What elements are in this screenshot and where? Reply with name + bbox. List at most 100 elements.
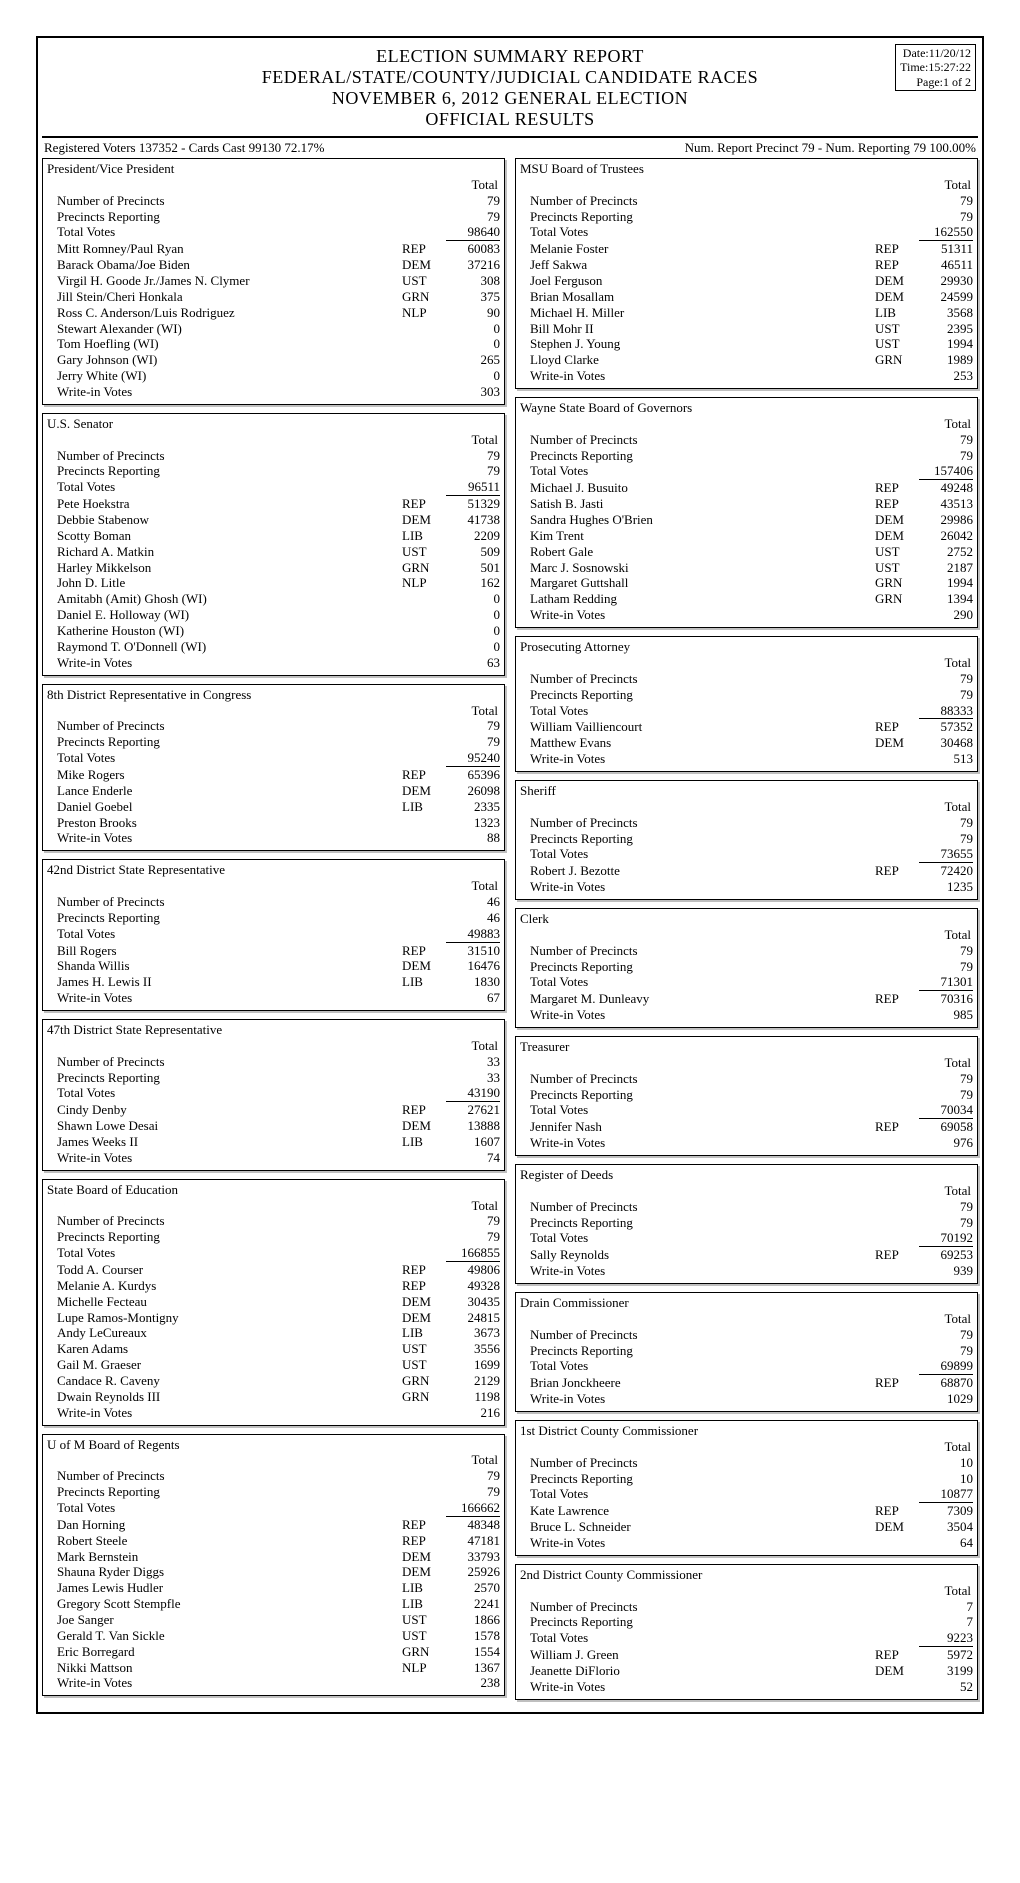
summary-row: Precincts Reporting79: [520, 448, 973, 464]
row-value: 79: [919, 1215, 973, 1231]
race-title: MSU Board of Trustees: [520, 161, 973, 177]
candidate-row: Scotty BomanLIB2209: [47, 528, 500, 544]
race-box: ClerkTotalNumber of Precincts79Precincts…: [515, 908, 978, 1028]
summary-row: Precincts Reporting79: [520, 687, 973, 703]
candidate-name: Gail M. Graeser: [47, 1357, 402, 1373]
race-box: 42nd District State RepresentativeTotalN…: [42, 859, 505, 1011]
candidate-row: Dwain Reynolds IIIGRN1198: [47, 1389, 500, 1405]
candidate-row: Raymond T. O'Donnell (WI)0: [47, 639, 500, 655]
candidate-party: DEM: [875, 273, 919, 289]
row-party: [875, 846, 919, 863]
row-label: Precincts Reporting: [520, 1614, 875, 1630]
candidate-name: Write-in Votes: [520, 1135, 875, 1151]
candidate-party: UST: [875, 336, 919, 352]
row-label: Number of Precincts: [520, 671, 875, 687]
candidate-row: Write-in Votes939: [520, 1263, 973, 1279]
row-label: Precincts Reporting: [520, 1471, 875, 1487]
row-label: Number of Precincts: [47, 894, 402, 910]
row-label: Number of Precincts: [47, 1468, 402, 1484]
candidate-name: Ross C. Anderson/Luis Rodriguez: [47, 305, 402, 321]
race-box: Prosecuting AttorneyTotalNumber of Preci…: [515, 636, 978, 772]
row-label: Precincts Reporting: [520, 687, 875, 703]
row-value: 79: [919, 193, 973, 209]
total-label: Total: [520, 177, 973, 193]
candidate-party: REP: [402, 1278, 446, 1294]
candidate-name: Shawn Lowe Desai: [47, 1118, 402, 1134]
row-value: 79: [919, 671, 973, 687]
candidate-name: William J. Green: [520, 1647, 875, 1663]
row-value: 10: [919, 1471, 973, 1487]
row-value: 79: [919, 1199, 973, 1215]
candidate-name: James Weeks II: [47, 1134, 402, 1150]
race-title: Clerk: [520, 911, 973, 927]
candidate-name: Write-in Votes: [47, 1150, 402, 1166]
candidate-party: REP: [402, 1102, 446, 1118]
candidate-party: REP: [402, 1262, 446, 1278]
row-party: [875, 815, 919, 831]
meta-page: Page:1 of 2: [900, 75, 971, 89]
candidate-votes: 67: [446, 990, 500, 1006]
candidate-votes: 1830: [446, 974, 500, 990]
row-value: 10877: [919, 1486, 973, 1503]
summary-row: Total Votes98640: [47, 224, 500, 241]
candidate-votes: 1699: [446, 1357, 500, 1373]
candidate-party: [402, 352, 446, 368]
candidate-row: Michael J. BusuitoREP49248: [520, 480, 973, 496]
candidate-votes: 16476: [446, 958, 500, 974]
summary-row: Total Votes 70192: [520, 1230, 973, 1247]
row-party: [875, 209, 919, 225]
candidate-party: LIB: [402, 1325, 446, 1341]
candidate-party: [402, 607, 446, 623]
candidate-party: [402, 1405, 446, 1421]
candidate-party: [402, 384, 446, 400]
row-value: 98640: [446, 224, 500, 241]
candidate-votes: 2129: [446, 1373, 500, 1389]
candidate-votes: 1989: [919, 352, 973, 368]
row-value: 70192: [919, 1230, 973, 1247]
row-label: Total Votes: [520, 1230, 875, 1247]
candidate-row: Gregory Scott StempfleLIB2241: [47, 1596, 500, 1612]
summary-row: Number of Precincts79: [47, 718, 500, 734]
row-value: 7: [919, 1614, 973, 1630]
row-party: [402, 224, 446, 241]
race-title: Sheriff: [520, 783, 973, 799]
row-value: 162550: [919, 224, 973, 241]
candidate-name: Lloyd Clarke: [520, 352, 875, 368]
row-value: 157406: [919, 463, 973, 480]
row-party: [402, 448, 446, 464]
candidate-party: [875, 368, 919, 384]
candidate-party: REP: [875, 991, 919, 1007]
candidate-row: Write-in Votes216: [47, 1405, 500, 1421]
candidate-votes: 0: [446, 368, 500, 384]
row-value: 46: [446, 910, 500, 926]
row-label: Precincts Reporting: [47, 1070, 402, 1086]
summary-row: Precincts Reporting79: [520, 1343, 973, 1359]
candidate-row: Amitabh (Amit) Ghosh (WI)0: [47, 591, 500, 607]
row-party: [402, 910, 446, 926]
columns: President/Vice PresidentTotalNumber of P…: [42, 158, 978, 1708]
candidate-row: Latham ReddingGRN1394: [520, 591, 973, 607]
candidate-party: REP: [402, 496, 446, 512]
candidate-name: Cindy Denby: [47, 1102, 402, 1118]
candidate-name: Matthew Evans: [520, 735, 875, 751]
candidate-votes: 1994: [919, 336, 973, 352]
race-box: U of M Board of RegentsTotalNumber of Pr…: [42, 1434, 505, 1697]
candidate-row: Write-in Votes976: [520, 1135, 973, 1151]
candidate-party: DEM: [402, 1310, 446, 1326]
candidate-name: Kim Trent: [520, 528, 875, 544]
candidate-votes: 48348: [446, 1517, 500, 1533]
meta-time: Time:15:27:22: [900, 60, 971, 74]
summary-row: Total Votes96511: [47, 479, 500, 496]
candidate-name: Shanda Willis: [47, 958, 402, 974]
race-box: 2nd District County CommissionerTotalNum…: [515, 1564, 978, 1700]
candidate-row: Shanda WillisDEM16476: [47, 958, 500, 974]
candidate-party: [402, 990, 446, 1006]
total-label: Total: [520, 799, 973, 815]
candidate-party: UST: [875, 560, 919, 576]
row-value: 79: [919, 943, 973, 959]
candidate-row: Jeanette DiFlorioDEM3199: [520, 1663, 973, 1679]
row-value: 73655: [919, 846, 973, 863]
row-label: Number of Precincts: [520, 1455, 875, 1471]
candidate-name: Write-in Votes: [520, 607, 875, 623]
row-label: Precincts Reporting: [47, 1484, 402, 1500]
